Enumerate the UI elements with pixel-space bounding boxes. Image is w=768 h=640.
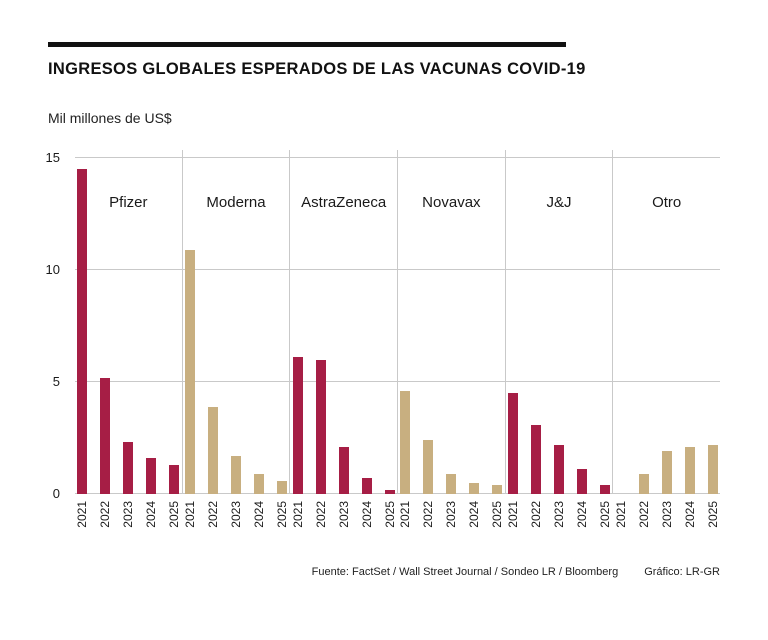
x-tick-label: 2023 [336, 501, 351, 528]
series-label: Moderna [206, 194, 266, 211]
x-tick-label: 2021 [290, 501, 305, 528]
x-tick-label: 2024 [467, 501, 482, 528]
bar [315, 360, 326, 494]
bar [185, 250, 195, 494]
x-tick-label: 2025 [598, 501, 613, 528]
x-tick-label: 2022 [636, 501, 651, 528]
x-tick-label: 2023 [229, 501, 243, 528]
x-tick-label: 2023 [659, 501, 674, 528]
bar [492, 485, 503, 494]
series-label: Otro [652, 194, 682, 211]
x-tick-label: 2021 [183, 501, 197, 528]
bar [100, 378, 111, 494]
x-tick-label: 2023 [552, 501, 567, 528]
bar-group [290, 357, 397, 494]
x-tick-label: 2025 [275, 501, 289, 528]
bar [77, 169, 88, 494]
chart-panel-moderna: Moderna 2021 2022 2023 2024 2025 [183, 150, 291, 528]
bar [554, 445, 565, 494]
x-tick-label: 2021 [398, 501, 413, 528]
title-rule [48, 42, 566, 47]
chart-panel-novavax: Novavax 2021 2022 2023 2024 2025 [398, 150, 506, 528]
x-axis-ticks: 2021 2022 2023 2024 2025 [183, 501, 290, 528]
chart-panels: Pfizer 2021 2022 2023 2024 2025 Moderna 2021 202… [75, 150, 720, 528]
x-axis-ticks: 2021 2022 2023 2024 2025 [290, 501, 397, 528]
bar [208, 407, 218, 494]
x-axis-ticks: 2021 2022 2023 2024 2025 [398, 501, 505, 528]
chart-panel-pfizer: Pfizer 2021 2022 2023 2024 2025 [75, 150, 183, 528]
bar [577, 469, 588, 494]
x-axis-ticks: 2021 2022 2023 2024 2025 [613, 501, 720, 528]
bar [423, 440, 434, 494]
series-label: AstraZeneca [301, 194, 387, 211]
chart-panel-otro: Otro 2021 2022 2023 2024 2025 [613, 150, 720, 528]
bar [684, 447, 695, 494]
bar [600, 485, 611, 494]
bar [169, 465, 180, 494]
bar [661, 451, 672, 494]
x-tick-label: 2022 [313, 501, 328, 528]
x-tick-label: 2023 [444, 501, 459, 528]
x-tick-label: 2025 [167, 501, 182, 528]
bar [361, 478, 372, 494]
y-axis-unit-label: Mil millones de US$ [48, 110, 172, 126]
bar [292, 357, 303, 494]
x-tick-label: 2021 [506, 501, 521, 528]
footer: Fuente: FactSet / Wall Street Journal / … [312, 566, 720, 578]
x-tick-label: 2021 [613, 501, 628, 528]
page-title: INGRESOS GLOBALES ESPERADOS DE LAS VACUN… [48, 60, 586, 78]
x-tick-label: 2022 [98, 501, 113, 528]
x-tick-label: 2024 [252, 501, 266, 528]
bar [446, 474, 457, 494]
bar [400, 391, 411, 494]
x-tick-label: 2021 [75, 501, 90, 528]
series-label: Pfizer [109, 194, 148, 211]
x-tick-label: 2022 [529, 501, 544, 528]
source-credit: Fuente: FactSet / Wall Street Journal / … [311, 566, 619, 578]
x-tick-label: 2022 [421, 501, 436, 528]
bar [707, 445, 718, 494]
graphic-credit: Gráfico: LR-GR [644, 566, 720, 578]
y-axis: 0 5 10 15 [36, 150, 68, 500]
bar [123, 442, 134, 494]
series-label: Novavax [422, 194, 481, 211]
y-axis-tick-label: 15 [45, 150, 60, 166]
x-tick-label: 2024 [359, 501, 374, 528]
bar [638, 474, 649, 494]
bar [277, 481, 287, 494]
x-tick-label: 2024 [144, 501, 159, 528]
chart-panel-astrazeneca: AstraZeneca 2021 2022 2023 2024 2025 [290, 150, 399, 528]
bar [384, 490, 395, 494]
bar [531, 425, 542, 494]
x-axis-ticks: 2021 2022 2023 2024 2025 [75, 501, 182, 528]
bar-group [75, 169, 182, 494]
bar [254, 474, 264, 494]
x-tick-label: 2025 [705, 501, 720, 528]
bar [231, 456, 241, 494]
series-label: J&J [546, 194, 572, 211]
x-axis-ticks: 2021 2022 2023 2024 2025 [506, 501, 613, 528]
y-axis-tick-label: 0 [52, 486, 60, 501]
x-tick-label: 2024 [682, 501, 697, 528]
y-axis-tick-label: 10 [45, 262, 60, 278]
x-tick-label: 2025 [382, 501, 397, 528]
bar [146, 458, 157, 494]
x-tick-label: 2024 [575, 501, 590, 528]
x-tick-label: 2023 [121, 501, 136, 528]
x-tick-label: 2025 [490, 501, 505, 528]
bar [469, 483, 480, 494]
x-tick-label: 2022 [206, 501, 220, 528]
y-axis-tick-label: 5 [52, 374, 60, 390]
chart-panel-j-j: J&J 2021 2022 2023 2024 2025 [506, 150, 614, 528]
bar-group [506, 393, 613, 494]
bar-group [613, 445, 720, 494]
chart-plot-area: Pfizer 2021 2022 2023 2024 2025 Moderna 2021 202… [75, 150, 720, 528]
bar [508, 393, 519, 494]
bar-group [183, 250, 290, 494]
bar-group [398, 391, 505, 494]
bar [338, 447, 349, 494]
